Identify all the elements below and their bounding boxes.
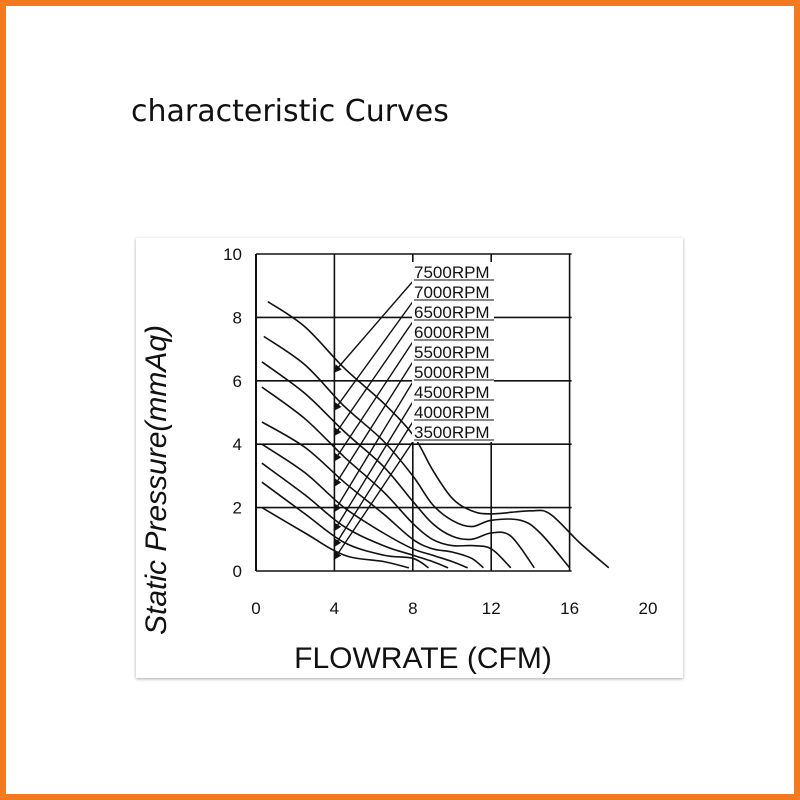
legend-label-bg — [412, 302, 494, 322]
chart-panel: 7500RPM 7000RPM 6500RPM 6000RPM 5500RPM 5000R… — [136, 238, 683, 678]
legend-pointer-arrow — [333, 299, 415, 411]
legend-label-bg — [412, 402, 494, 422]
x-tick-label: 16 — [560, 599, 579, 618]
legend-label-bg — [412, 322, 494, 342]
curve-4000rpm — [261, 481, 429, 569]
legend-label-4500rpm: 4500RPM — [414, 383, 490, 402]
legend-pointer-arrow — [333, 339, 415, 462]
legend-label-6500rpm: 6500RPM — [414, 303, 490, 322]
x-axis-title: FLOWRATE (CFM) — [294, 642, 552, 675]
legend-label-bg — [412, 382, 494, 402]
legend-label-6000rpm: 6000RPM — [414, 323, 490, 342]
y-tick-label: 4 — [233, 435, 242, 454]
legend-label-7500rpm: 7500RPM — [414, 263, 490, 282]
legend-pointer-arrow — [333, 419, 415, 548]
curve-7500rpm — [267, 300, 610, 569]
legend-pointer-arrow — [333, 359, 415, 488]
x-tick-label: 8 — [408, 599, 417, 618]
curve-3500rpm — [261, 506, 410, 569]
curve-6000rpm — [261, 386, 512, 569]
page-title: characteristic Curves — [131, 94, 449, 129]
legend-label-7000rpm: 7000RPM — [414, 283, 490, 302]
characteristic-curves-chart: 7500RPM7000RPM6500RPM6000RPM5500RPM5000R… — [140, 245, 658, 675]
curve-6500rpm — [261, 361, 535, 569]
legend-label-4000rpm: 4000RPM — [414, 403, 490, 422]
curve-5500rpm — [261, 421, 484, 569]
legend-label-bg — [412, 282, 494, 302]
legend-pointer-arrow — [333, 319, 415, 437]
y-axis-title: Static Pressure(mmAq) — [140, 325, 173, 635]
legend-label-bg — [412, 362, 494, 382]
y-tick-label: 8 — [233, 308, 242, 327]
legend-pointer-arrow — [333, 279, 415, 373]
legend-pointer-arrow — [333, 399, 415, 532]
y-tick-label: 0 — [233, 562, 242, 581]
curve-5000rpm — [261, 443, 468, 569]
y-tick-label: 2 — [233, 499, 242, 518]
x-tick-label: 0 — [251, 599, 260, 618]
legend-label-bg — [412, 262, 494, 282]
legend-label-5000rpm: 5000RPM — [414, 363, 490, 382]
x-tick-label: 12 — [482, 599, 501, 618]
x-tick-label: 20 — [639, 599, 658, 618]
legend-pointer-arrow — [333, 379, 415, 513]
legend-label-bg — [412, 342, 494, 362]
legend-label-bg — [412, 422, 494, 442]
legend-label-3500rpm: 3500RPM — [414, 423, 490, 442]
y-tick-label: 6 — [233, 372, 242, 391]
y-tick-label: 10 — [223, 245, 242, 264]
x-tick-label: 4 — [330, 599, 339, 618]
legend-label-5500rpm: 5500RPM — [414, 343, 490, 362]
curve-4500rpm — [261, 462, 449, 569]
legend-pointer-arrow — [333, 439, 415, 560]
